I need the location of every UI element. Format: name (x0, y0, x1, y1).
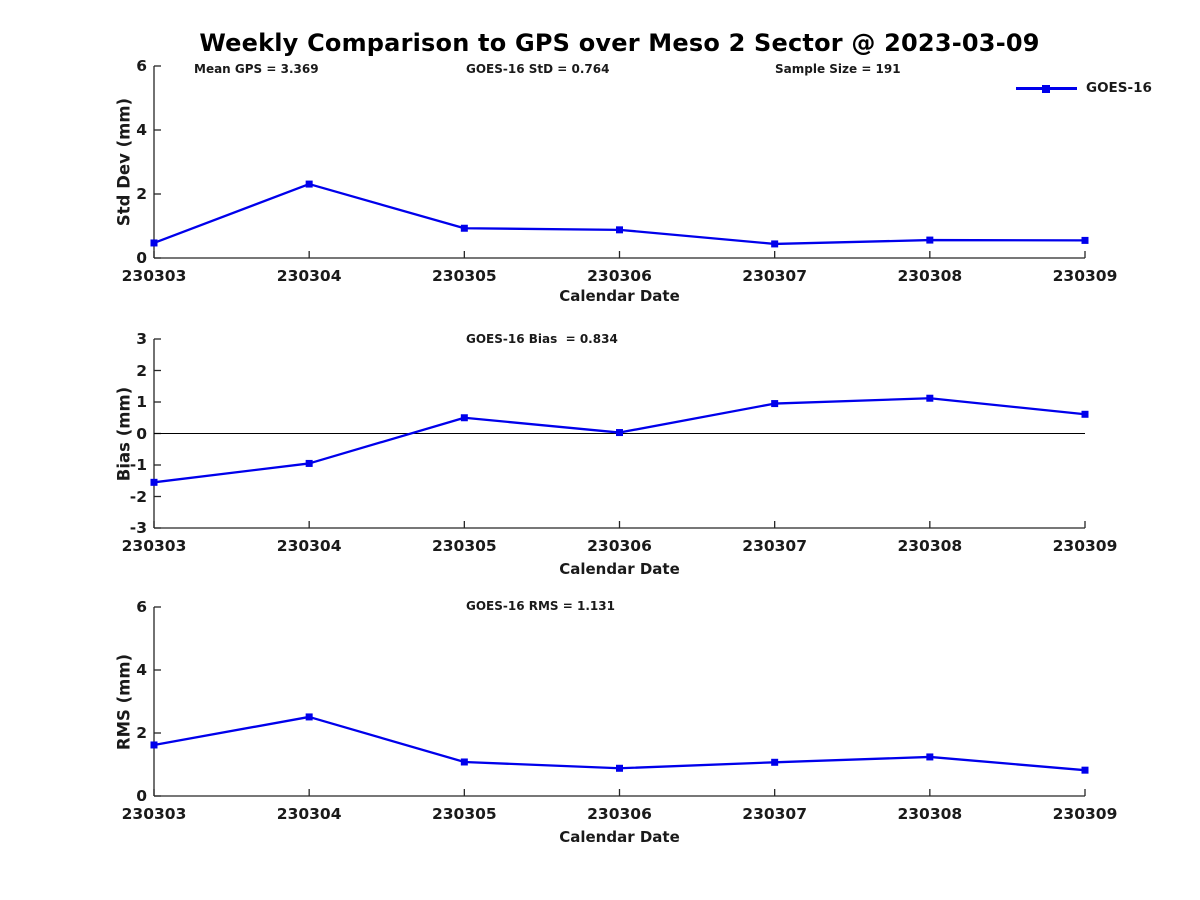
x-tick-label: 230309 (1052, 537, 1118, 555)
y-tick-label: 2 (136, 361, 147, 380)
data-point-marker (305, 713, 313, 721)
y-tick-label: -2 (129, 487, 147, 506)
data-point-marker (616, 764, 623, 772)
x-tick-label: 230308 (897, 267, 963, 285)
y-tick-label: 2 (136, 185, 147, 203)
annotation-goes16-std: GOES-16 StD = 0.764 (466, 62, 610, 76)
data-point-marker (616, 429, 623, 437)
y-tick-label: 0 (136, 249, 147, 267)
x-axis-label-1: Calendar Date (559, 287, 680, 305)
x-tick-label: 230303 (121, 537, 187, 555)
x-tick-label: 230306 (587, 805, 652, 823)
y-tick-label: 0 (136, 787, 147, 805)
x-tick-label: 230307 (742, 805, 808, 823)
data-point-marker (926, 753, 934, 761)
data-point-marker (150, 741, 158, 749)
data-point-marker (305, 459, 313, 467)
y-tick-label: 1 (136, 393, 147, 411)
data-point-marker (460, 224, 468, 232)
data-point-marker (305, 180, 313, 188)
x-tick-label: 230304 (276, 267, 342, 285)
x-axis-label-2: Calendar Date (559, 560, 680, 578)
x-tick-label: 230309 (1052, 267, 1118, 285)
x-tick-label: 230305 (431, 537, 497, 555)
y-tick-label: -1 (129, 456, 147, 474)
x-tick-label: 230309 (1052, 805, 1118, 823)
annotation-sample-size: Sample Size = 191 (775, 62, 901, 76)
data-point-marker (460, 758, 468, 766)
x-tick-label: 230308 (897, 805, 963, 823)
series-line-goes-16 (153, 715, 1086, 772)
legend-label-goes16: GOES-16 (1086, 80, 1152, 96)
data-point-marker (771, 400, 779, 408)
annotation-goes16-rms: GOES-16 RMS = 1.131 (466, 599, 615, 613)
y-tick-label: 4 (136, 121, 147, 139)
x-tick-label: 230306 (587, 537, 652, 555)
x-tick-label: 230303 (121, 805, 187, 823)
x-tick-label: 230305 (431, 267, 497, 285)
x-tick-label: 230307 (742, 267, 808, 285)
y-tick-label: 0 (136, 424, 147, 443)
data-point-marker (771, 240, 779, 248)
y-tick-label: 4 (136, 661, 147, 679)
data-point-marker (1081, 236, 1089, 244)
x-axis-label-3: Calendar Date (559, 828, 680, 846)
series-line-goes-16 (153, 397, 1086, 484)
data-point-marker (150, 478, 158, 486)
data-point-marker (926, 236, 934, 244)
x-tick-label: 230304 (276, 537, 342, 555)
data-point-marker (926, 394, 934, 402)
x-tick-label: 230305 (431, 805, 497, 823)
x-tick-label: 230304 (276, 805, 342, 823)
y-tick-label: 6 (136, 598, 147, 616)
y-tick-label: 3 (136, 330, 147, 348)
y-tick-label: 2 (136, 724, 147, 742)
data-point-marker (150, 239, 158, 247)
annotation-goes16-bias: GOES-16 Bias = 0.834 (466, 332, 618, 346)
x-tick-label: 230303 (121, 267, 187, 285)
y-tick-label: 6 (136, 57, 147, 75)
annotation-mean-gps: Mean GPS = 3.369 (194, 62, 319, 76)
x-tick-label: 230308 (897, 537, 963, 555)
x-tick-label: 230306 (587, 267, 652, 285)
x-tick-label: 230307 (742, 537, 808, 555)
series-line-goes-16 (153, 182, 1086, 246)
data-point-marker (616, 226, 623, 234)
data-point-marker (1081, 766, 1089, 774)
data-point-marker (1081, 410, 1089, 418)
legend-marker-icon (1042, 84, 1050, 93)
data-point-marker (460, 414, 468, 422)
data-point-marker (771, 758, 779, 766)
y-tick-label: -3 (129, 519, 147, 537)
figure-title: Weekly Comparison to GPS over Meso 2 Sec… (199, 29, 1040, 57)
